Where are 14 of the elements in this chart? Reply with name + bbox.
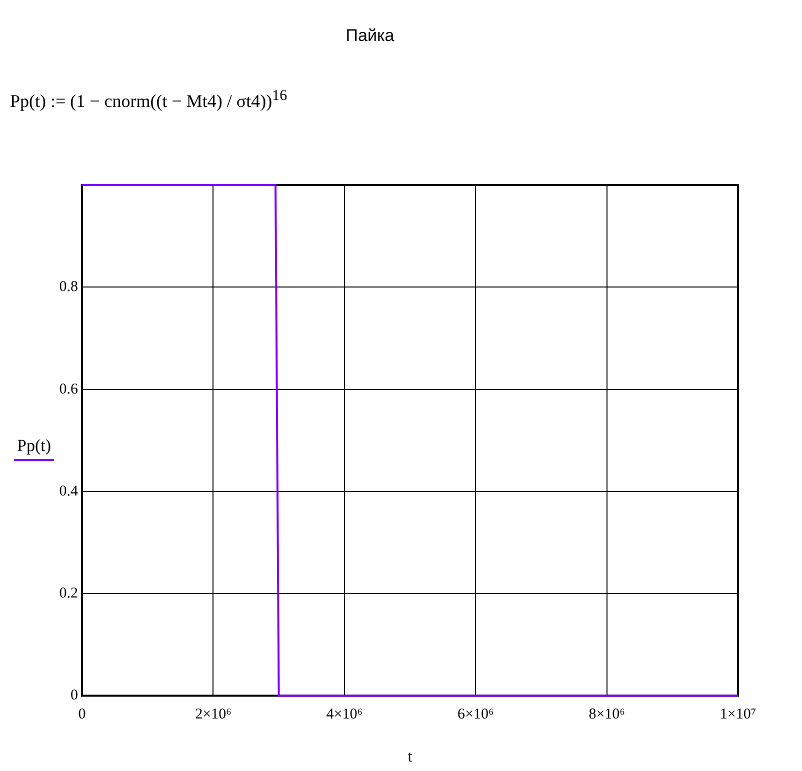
x-tick-label: 8×10⁶	[588, 706, 625, 723]
chart-title: Пайка	[344, 26, 396, 46]
y-tick-label: 0.4	[59, 483, 78, 500]
y-tick-label: 0.8	[59, 279, 78, 296]
x-tick-label: 1×10⁷	[720, 706, 756, 723]
x-tick-label: 2×10⁶	[195, 706, 232, 723]
text: Pp(t) := (1 − cnorm((t − Mt4) / σt4))$^{16}$	[10, 88, 288, 112]
x-tick-label: 4×10⁶	[326, 706, 362, 723]
y-tick-label: 0	[70, 688, 78, 704]
text: Pp(t)	[16, 436, 52, 457]
x-tick-label: 6×10⁶	[458, 706, 494, 723]
y-tick-label: 0.6	[59, 381, 78, 398]
y-tick-label: 0.2	[59, 586, 78, 602]
x-axis-title: t	[408, 748, 413, 766]
